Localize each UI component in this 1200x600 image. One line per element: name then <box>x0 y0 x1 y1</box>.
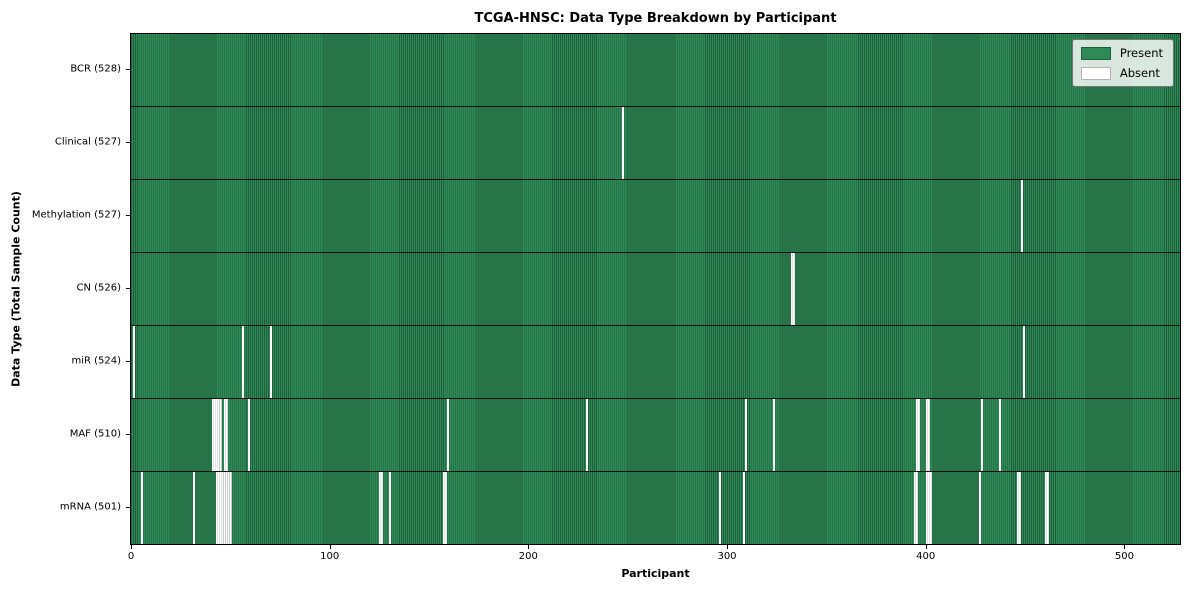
legend-label-present: Present <box>1119 46 1163 60</box>
y-tick-label-cn: CN (526) <box>76 282 121 294</box>
heatmap-row-bcr <box>131 34 1180 107</box>
absent-stripe <box>132 326 135 398</box>
absent-stripe <box>216 472 233 544</box>
absent-stripe <box>742 472 745 544</box>
x-tick-label: 500 <box>1114 551 1134 562</box>
absent-stripe <box>744 399 747 471</box>
absent-stripe <box>1021 180 1024 252</box>
present-swatch-icon <box>1080 46 1111 60</box>
absent-stripe <box>224 399 229 471</box>
y-tick-mark <box>126 215 130 217</box>
heatmap-row-mir <box>131 326 1180 399</box>
absent-stripe <box>925 472 932 544</box>
legend: Present Absent <box>1071 39 1174 87</box>
chart-title: TCGA-HNSC: Data Type Breakdown by Partic… <box>474 11 837 26</box>
x-tick-mark <box>131 545 132 549</box>
legend-label-absent: Absent <box>1119 66 1160 80</box>
y-tick-label-clinical: Clinical (527) <box>54 136 121 148</box>
y-tick-mark <box>126 433 130 435</box>
x-axis-label: Participant <box>621 567 690 580</box>
y-tick-mark <box>126 360 130 362</box>
x-tick-mark <box>925 545 927 549</box>
absent-stripe <box>979 472 982 544</box>
absent-stripe <box>1017 472 1022 544</box>
x-tick-mark <box>329 545 331 549</box>
x-tick-label: 100 <box>320 551 340 562</box>
absent-stripe <box>140 472 143 544</box>
legend-item-present: Present <box>1080 46 1163 60</box>
absent-stripe <box>379 472 384 544</box>
y-tick-mark <box>126 142 130 144</box>
absent-stripe <box>270 326 273 398</box>
x-tick-label: 300 <box>717 551 737 562</box>
x-tick-label: 0 <box>127 551 135 562</box>
absent-stripe <box>1044 472 1049 544</box>
absent-stripe <box>925 399 930 471</box>
absent-stripe <box>999 399 1002 471</box>
absent-stripe <box>242 326 245 398</box>
plot-area: Present Absent <box>130 33 1181 545</box>
absent-stripe <box>192 472 195 544</box>
absent-stripe <box>913 472 918 544</box>
y-tick-label-mrna: mRNA (501) <box>59 501 121 513</box>
absent-stripe <box>790 253 795 325</box>
y-tick-mark <box>126 506 130 508</box>
absent-stripe <box>442 472 447 544</box>
heatmap-row-mrna <box>131 472 1180 544</box>
absent-stripe <box>981 399 984 471</box>
absent-stripe <box>212 399 223 471</box>
heatmap-rows <box>131 34 1180 544</box>
y-tick-label-mir: miR (524) <box>71 355 121 367</box>
absent-stripe <box>719 472 722 544</box>
absent-stripe <box>621 107 624 179</box>
y-tick-label-bcr: BCR (528) <box>70 63 121 75</box>
absent-swatch-icon <box>1080 66 1111 80</box>
absent-stripe <box>446 399 449 471</box>
absent-stripe <box>585 399 588 471</box>
x-tick-label: 200 <box>518 551 538 562</box>
absent-stripe <box>389 472 392 544</box>
y-tick-mark <box>126 69 130 71</box>
x-tick-mark <box>727 545 728 549</box>
x-tick-label: 400 <box>916 551 936 562</box>
y-tick-label-methylation: Methylation (527) <box>31 209 121 221</box>
y-tick-mark <box>126 288 130 289</box>
absent-stripe <box>915 399 920 471</box>
heatmap-row-maf <box>131 399 1180 472</box>
x-tick-mark <box>528 545 530 549</box>
absent-stripe <box>248 399 251 471</box>
absent-stripe <box>1023 326 1026 398</box>
y-tick-label-maf: MAF (510) <box>69 428 121 440</box>
heatmap-row-clinical <box>131 107 1180 180</box>
heatmap-row-methylation <box>131 180 1180 253</box>
legend-item-absent: Absent <box>1080 66 1163 80</box>
heatmap-row-cn <box>131 253 1180 326</box>
x-tick-mark <box>1124 545 1126 549</box>
absent-stripe <box>772 399 775 471</box>
